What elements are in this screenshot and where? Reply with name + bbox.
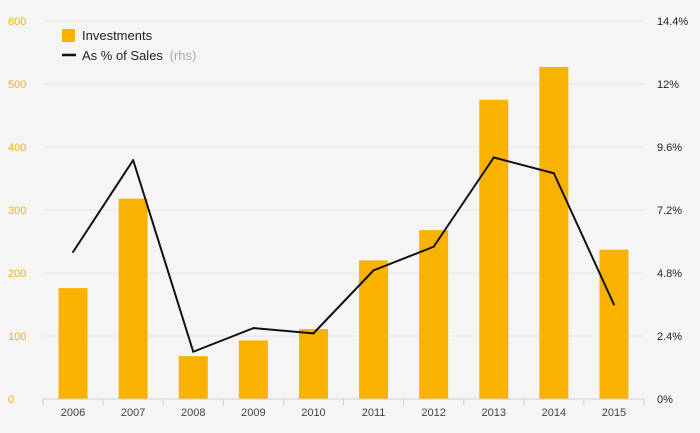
legend-label-investments: Investments — [82, 28, 153, 43]
bar-investments — [539, 66, 569, 400]
axes: 0 0% 100 2.4% 200 4.8% 300 7.2% 400 9.6% 500 12% 600… — [8, 16, 688, 419]
x-tick-label: 2015 — [602, 407, 626, 419]
line-point — [552, 172, 555, 175]
bar-investments — [118, 198, 148, 399]
x-tick-label: 2008 — [181, 407, 205, 419]
bar-investments — [58, 288, 88, 399]
bar-investments — [238, 340, 268, 399]
line-series-pct-sales — [72, 156, 615, 353]
x-tick-label: 2007 — [121, 407, 145, 419]
line-point — [132, 159, 135, 162]
bar-investments — [178, 356, 208, 399]
legend-swatch-investments — [62, 29, 75, 42]
x-tick-label: 2010 — [301, 407, 325, 419]
legend-label-rhs: (rhs) — [170, 48, 197, 63]
bar-series-investments — [58, 66, 629, 400]
x-tick-label: 2006 — [61, 407, 85, 419]
legend-label-pct-sales: As % of Sales (rhs) — [82, 48, 196, 63]
y-left-tick-label: 400 — [8, 142, 26, 154]
line-point — [72, 251, 75, 253]
y-right-tick-label: 4.8% — [657, 268, 682, 280]
y-left-tick-label: 0 — [8, 394, 14, 406]
line-pct-sales — [72, 156, 615, 353]
y-left-tick-label: 100 — [8, 331, 26, 343]
line-point — [612, 303, 615, 306]
y-right-tick-label: 0% — [657, 394, 673, 406]
bar-investments — [359, 260, 389, 399]
x-tick-label: 2013 — [482, 407, 506, 419]
bar-investments — [419, 230, 449, 399]
bar-investments — [298, 329, 328, 399]
line-point — [432, 245, 435, 248]
line-point — [192, 350, 195, 353]
line-point — [372, 269, 375, 272]
line-point — [312, 332, 315, 335]
x-tick-label: 2012 — [421, 407, 445, 419]
line-point — [492, 156, 495, 159]
legend: Investments As % of Sales (rhs) — [62, 28, 196, 63]
y-right-tick-label: 12% — [657, 79, 679, 91]
y-left-tick-label: 500 — [8, 79, 26, 91]
y-right-tick-label: 2.4% — [657, 331, 682, 343]
x-tick-label: 2014 — [542, 407, 566, 419]
y-left-tick-label: 600 — [8, 16, 26, 28]
x-tick-label: 2011 — [362, 407, 386, 419]
bar-investments — [599, 249, 629, 399]
y-right-tick-label: 7.2% — [657, 205, 682, 217]
x-tick-label: 2009 — [241, 407, 265, 419]
y-right-tick-label: 14.4% — [657, 16, 688, 28]
y-left-tick-label: 200 — [8, 268, 26, 280]
y-right-tick-label: 9.6% — [657, 142, 682, 154]
line-point — [252, 327, 255, 330]
y-left-tick-label: 300 — [8, 205, 26, 217]
bar-investments — [479, 99, 509, 399]
legend-label-pct-sales-name: As % of Sales — [82, 48, 163, 63]
